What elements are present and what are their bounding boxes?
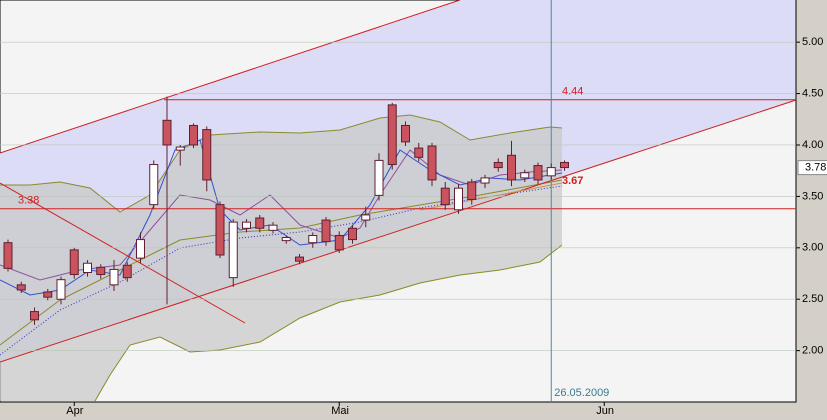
moving-average-dotted [0,185,563,356]
x-tick-label: Jun [596,405,614,417]
last-price-label: 3.78 [805,162,826,174]
channel-lower [0,99,797,363]
candle-body [281,237,291,242]
candle-body [43,291,53,298]
candle-body [242,221,251,229]
y-tick-label: 4.50 [802,87,823,99]
candle-body [467,181,477,200]
candle-body [109,268,119,286]
candle-body [295,256,304,262]
candle-body [162,119,172,146]
candle-body [507,154,516,181]
candle-body [427,145,437,181]
bollinger-band [0,115,562,401]
candle-body [308,234,318,244]
candle-body [560,161,569,169]
level-label: 3.38 [18,195,39,207]
candle-body [401,124,410,143]
candle-body [30,311,39,321]
candle-body [69,249,79,276]
candle-body [361,214,371,221]
candle-body [321,219,331,243]
y-tick-label: 3.50 [802,190,823,202]
candle-body [122,264,132,279]
y-tick-label: 4.00 [802,139,823,151]
candle-body [255,217,265,229]
candle-body [3,242,13,269]
candle-body [83,262,92,273]
candle-body [520,172,530,179]
level-label: 4.44 [562,86,583,98]
candle-body [533,165,543,181]
candle-body [480,177,490,184]
y-tick-label: 2.50 [802,293,823,305]
candle-body [414,147,424,158]
x-tick-label: Apr [66,405,83,417]
x-tick-label: Mai [331,405,349,417]
moving-average-short [0,139,563,296]
candle-body [440,187,450,206]
candle-body [268,224,278,231]
candle-body [387,104,397,166]
candle-body [189,124,198,146]
candle-body [175,146,185,151]
candle-body [202,129,212,181]
band-lower [94,244,563,402]
candle-body [348,227,357,241]
candle-body [16,284,26,291]
y-tick-label: 3.00 [802,242,823,254]
y-tick-label: 2.00 [802,345,823,357]
candle-body [56,279,66,300]
trend-line [0,182,246,324]
y-tick-label: 5.00 [802,36,823,48]
candle-body [546,167,556,177]
band-upper [0,114,563,213]
candle-body [96,266,106,276]
candle-body [228,221,238,279]
candle-body [334,234,344,251]
candle-body [374,159,384,196]
last-price-box [797,160,827,176]
candle-body [454,187,463,211]
support-label: 3.67 [562,175,583,187]
candle-body [136,239,145,259]
candle-body [149,164,159,206]
candle-body [493,161,503,169]
candle-body [215,204,225,256]
cursor-label: 26.05.2009 [554,387,609,399]
channel-upper [0,0,461,154]
